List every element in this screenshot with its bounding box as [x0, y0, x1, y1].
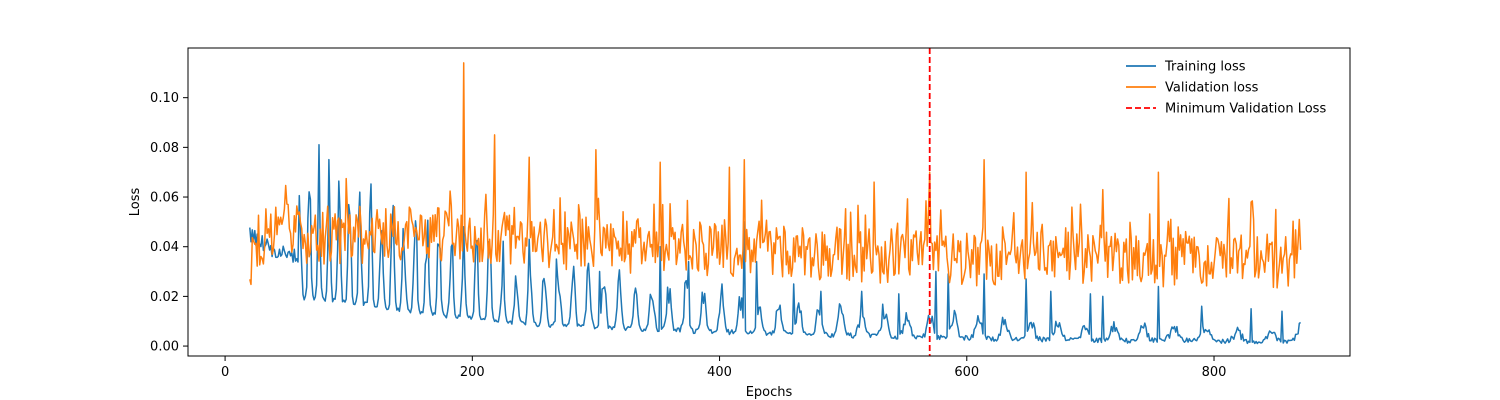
- legend: Training loss Validation loss Minimum Vali…: [1126, 60, 1326, 117]
- y-tick-label: 0.00: [150, 340, 179, 355]
- x-tick-label: 0: [221, 365, 229, 380]
- y-tick-label: 0.02: [150, 290, 179, 305]
- x-tick-label: 200: [460, 365, 485, 380]
- y-tick-label: 0.10: [150, 91, 179, 106]
- y-tick-label: 0.04: [150, 240, 179, 255]
- y-tick-label: 0.08: [150, 141, 179, 156]
- x-tick-label: 800: [1202, 365, 1227, 380]
- y-axis-label: Loss: [128, 188, 143, 217]
- training-loss-line: [249, 143, 1302, 345]
- legend-label: Minimum Validation Loss: [1165, 102, 1326, 117]
- plot-frame: [187, 47, 1351, 357]
- y-axis-ticks: 0.00 0.02 0.04 0.06 0.08 0.10: [150, 91, 188, 355]
- x-tick-label: 400: [707, 365, 732, 380]
- x-axis-ticks: 0 200 400 600 800: [221, 356, 1226, 380]
- legend-label: Validation loss: [1165, 81, 1259, 96]
- x-axis-label: Epochs: [746, 385, 793, 400]
- y-tick-label: 0.06: [150, 191, 179, 206]
- legend-label: Training loss: [1164, 60, 1246, 75]
- plot-area: [249, 48, 1302, 356]
- x-tick-label: 600: [954, 365, 979, 380]
- validation-loss-line: [249, 62, 1302, 289]
